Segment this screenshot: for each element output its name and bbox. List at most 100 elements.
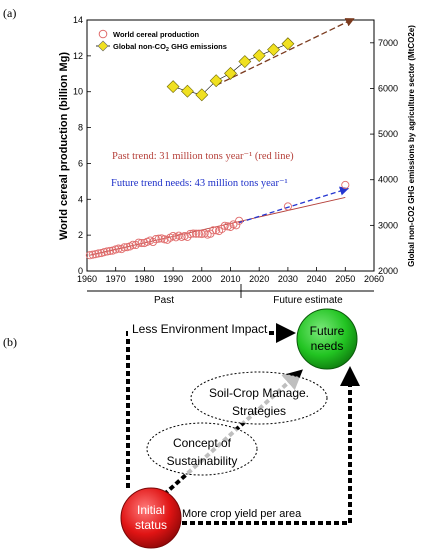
cereal-point: [103, 247, 112, 256]
cereal-point: [209, 226, 218, 235]
soil-crop-ellipse: [190, 371, 328, 425]
panel-a-label: (a): [3, 6, 16, 20]
cereal-point: [232, 221, 241, 230]
cereal-point: [192, 229, 201, 238]
bottom-arrow-label-bg: [180, 506, 322, 520]
y-tick-label: 10: [73, 87, 83, 97]
cereal-point: [220, 221, 229, 230]
y2-tick-label: 3000: [378, 220, 398, 230]
panel-b-label: (b): [3, 335, 17, 349]
cereal-point: [341, 180, 350, 189]
past-trend-annotation: Past trend: 31 million tons year⁻¹ (red …: [112, 151, 294, 162]
cereal-point: [217, 224, 226, 233]
diagram: Less Environment Impact More crop yield …: [120, 308, 360, 549]
cereal-point: [197, 230, 206, 239]
cereal-point: [151, 235, 160, 244]
x-tick-label: 2040: [307, 274, 327, 284]
y2-tick-label: 4000: [378, 175, 398, 185]
bottom-arrow: [182, 366, 360, 525]
y-tick-label: 0: [78, 266, 83, 276]
ghg-series: [166, 37, 295, 102]
sustainability-ellipse: [146, 422, 258, 476]
cereal-series: [85, 180, 350, 260]
soil-crop-line2: Strategies: [232, 404, 286, 418]
x-tick-label: 1990: [163, 274, 183, 284]
future-period-label: Future estimate: [273, 295, 343, 306]
x-tick-label: 2060: [364, 274, 384, 284]
future-node-line2: needs: [311, 339, 344, 353]
cereal-point: [134, 238, 143, 247]
sustainability-line1: Concept of: [173, 436, 232, 450]
y2-tick-label: 2000: [378, 266, 398, 276]
cereal-point: [214, 226, 224, 236]
trend-lines: [89, 18, 355, 256]
y-tick-label: 4: [78, 194, 83, 204]
cereal-point: [223, 222, 232, 231]
ghg-point: [238, 55, 252, 68]
cereal-point: [186, 229, 195, 238]
trend-line: [238, 186, 350, 224]
x-tick-label: 2020: [249, 274, 269, 284]
cereal-point: [283, 202, 292, 211]
cereal-point: [123, 243, 132, 252]
cereal-point: [114, 244, 123, 253]
y-tick-label: 2: [78, 230, 83, 240]
y2-axis-label: Global non-CO2 GHG emissions by agricult…: [407, 25, 416, 267]
cereal-point: [88, 250, 97, 259]
cereal-point: [160, 235, 169, 244]
legend-marker-cereal: [98, 29, 108, 39]
y-tick-label: 6: [78, 158, 83, 168]
cereal-point: [91, 250, 100, 259]
x-axis-ticks: 1960 1970 1980 1990 2000 2010 2020 2030 2040 2050…: [77, 267, 384, 284]
y2-axis-ticks: 2000 3000 4000 5000 6000 7000: [370, 38, 398, 276]
cereal-point: [189, 229, 198, 238]
initial-node-line1: Initial: [137, 503, 165, 517]
legend-label-ghg: Global non-CO2 GHG emissions: [113, 42, 227, 53]
cereal-point: [235, 216, 244, 225]
chart-area: 1960 1970 1980 1990 2000 2010 2020 2030 2040 2050…: [58, 15, 416, 306]
y-axis-ticks: 0 2 4 6 8 10 12 14: [73, 15, 91, 276]
cereal-point: [94, 249, 103, 258]
x-tick-label: 2010: [220, 274, 240, 284]
cereal-point: [194, 229, 203, 238]
x-tick-label: 1960: [77, 274, 97, 284]
ghg-point: [181, 84, 194, 98]
y-tick-label: 12: [73, 51, 83, 61]
cereal-point: [100, 248, 109, 257]
ghg-point: [209, 74, 223, 88]
legend-marker-ghg: [97, 40, 109, 52]
initial-node-line2: status: [135, 518, 167, 532]
x-tick-label: 1980: [134, 274, 154, 284]
y2-tick-label: 7000: [378, 38, 398, 48]
top-arrow-label-bg: [128, 322, 268, 336]
ghg-point: [252, 49, 266, 63]
cereal-point: [137, 238, 146, 248]
top-arrow-label: Less Environment Impact: [132, 322, 268, 336]
y-tick-label: 8: [78, 123, 83, 133]
cereal-point: [85, 251, 94, 260]
soil-crop-line1: Soil-Crop Manage.: [209, 386, 309, 400]
plot-frame: [86, 19, 375, 272]
ghg-point: [166, 80, 180, 94]
y2-tick-label: 6000: [378, 83, 398, 93]
x-tick-label: 1970: [106, 274, 126, 284]
cereal-point: [163, 235, 172, 244]
x-tick-label: 2000: [192, 274, 212, 284]
cereal-point: [131, 240, 140, 250]
bottom-arrow-label: More crop yield per area: [182, 508, 302, 520]
ghg-point: [281, 37, 295, 51]
future-trend-annotation: Future trend needs: 43 million tons year…: [111, 178, 288, 189]
cereal-point: [105, 246, 115, 255]
cereal-point: [154, 234, 163, 243]
past-period-label: Past: [154, 295, 174, 306]
ghg-point: [267, 43, 280, 57]
y-tick-label: 14: [73, 15, 83, 25]
trend-line: [215, 18, 355, 86]
cereal-point: [226, 222, 235, 231]
cereal-point: [212, 226, 221, 235]
y2-tick-label: 5000: [378, 129, 398, 139]
legend: World cereal production Global non-CO2 G…: [96, 29, 227, 53]
cereal-point: [128, 240, 137, 249]
ghg-point: [195, 88, 209, 102]
